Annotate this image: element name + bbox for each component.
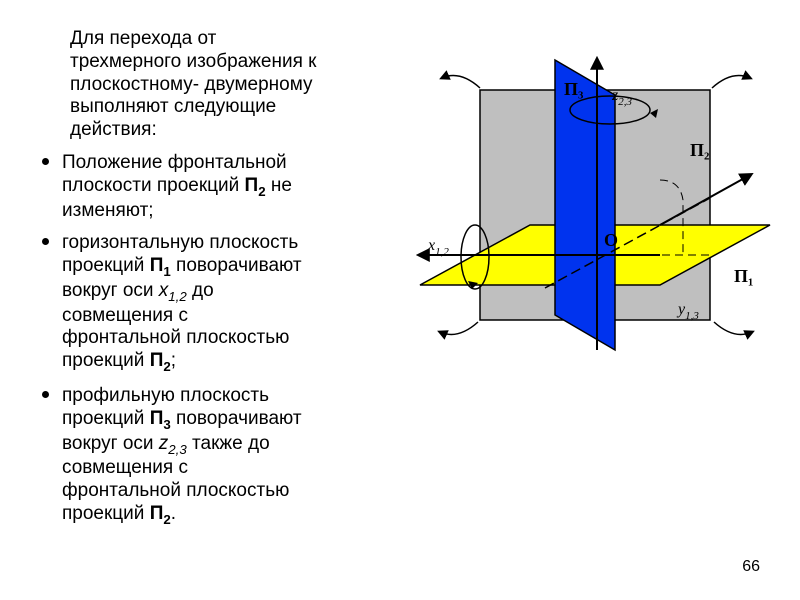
t: проекций [62, 503, 150, 524]
intro-line: плоскостному- двумерному [70, 74, 312, 95]
intro-paragraph: Для перехода от трехмерного изображения … [40, 28, 400, 142]
t: до [187, 280, 214, 301]
t: горизонтальную плоскость [62, 232, 298, 253]
t: фронтальной плоскостью [62, 327, 289, 348]
intro-line: действия: [70, 119, 157, 140]
t: поворачивают [171, 255, 302, 276]
t: П [150, 255, 164, 276]
t: вокруг оси [62, 433, 159, 454]
label-p1: П₁ [734, 266, 753, 286]
t: 2,3 [168, 441, 187, 456]
t: П [150, 503, 164, 524]
t: П [150, 408, 164, 429]
intro-line: выполняют следующие [70, 96, 276, 117]
t: ; [171, 350, 176, 371]
t: Положение фронтальной [62, 152, 287, 173]
projection-diagram: П₃ П₂ П₁ O x1,2 z2,3 y1,3 [400, 50, 780, 430]
t: профильную плоскость [62, 385, 269, 406]
t: не [266, 175, 292, 196]
t: поворачивают [171, 408, 302, 429]
label-p2: П₂ [690, 140, 709, 160]
t: плоскости проекций [62, 175, 245, 196]
t: 2 [163, 512, 170, 527]
t: x [159, 280, 169, 301]
t: 3 [163, 417, 170, 432]
t: z [159, 433, 169, 454]
t: изменяют; [62, 200, 154, 221]
t: проекций [62, 408, 150, 429]
bullet-list: Положение фронтальной плоскости проекций… [40, 148, 400, 528]
label-p3: П₃ [564, 79, 584, 99]
swing-arrow [440, 322, 478, 334]
t: 2 [258, 184, 265, 199]
swing-arrow [712, 76, 750, 88]
t: П [245, 175, 259, 196]
t: 2 [163, 359, 170, 374]
t: совмещения с [62, 457, 188, 478]
page-number: 66 [742, 558, 760, 576]
bullet-1: Положение фронтальной плоскости проекций… [62, 148, 400, 222]
intro-line: Для перехода от [70, 28, 216, 49]
bullet-3: профильную плоскость проекций П3 поворач… [62, 381, 400, 528]
t: П [150, 350, 164, 371]
intro-line: трехмерного изображения к [70, 51, 317, 72]
text-column: Для перехода от трехмерного изображения … [40, 28, 400, 528]
bullet-2: горизонтальную плоскость проекций П1 пов… [62, 228, 400, 375]
plane-p3 [555, 60, 615, 350]
t: проекций [62, 350, 150, 371]
t: также до [187, 433, 270, 454]
t: проекций [62, 255, 150, 276]
swing-arrow [442, 76, 480, 88]
t: фронтальной плоскостью [62, 480, 289, 501]
label-origin: O [604, 230, 618, 250]
t: 1,2 [168, 289, 187, 304]
swing-arrow [714, 322, 752, 334]
t: совмещения с [62, 305, 188, 326]
t: . [171, 503, 176, 524]
t: вокруг оси [62, 280, 159, 301]
t: 1 [163, 264, 170, 279]
